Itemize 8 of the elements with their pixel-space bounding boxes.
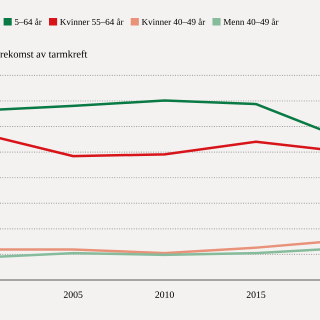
x-tick-label: 2015 <box>246 291 266 298</box>
chart-subtitle: rekomst av tarmkreft <box>0 50 88 58</box>
x-tick-label: 2010 <box>155 291 174 298</box>
legend-label: Kvinner 55–64 år <box>60 18 124 25</box>
legend-label: Kvinner 40–49 år <box>142 18 206 25</box>
x-tick-label: 2005 <box>64 291 82 298</box>
legend-label: Menn 40–49 år <box>224 18 278 25</box>
legend-label: 5–64 år <box>14 18 42 25</box>
